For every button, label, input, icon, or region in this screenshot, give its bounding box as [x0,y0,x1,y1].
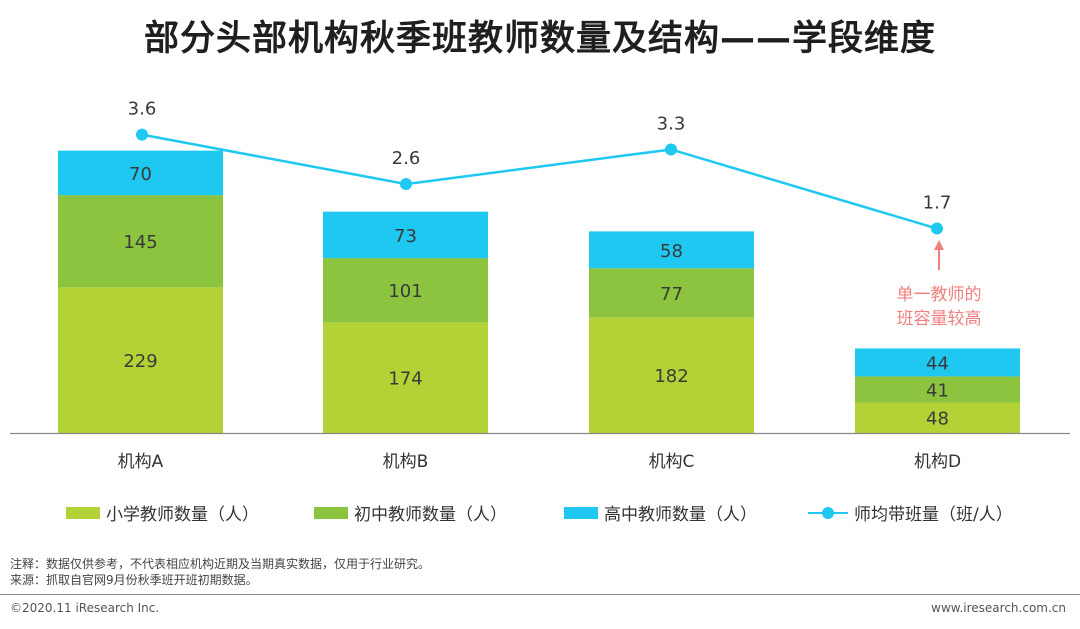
bar-segment [855,376,1020,403]
bar-value-label: 73 [394,226,417,247]
bar-segment [323,258,488,323]
bar-segment [589,268,754,318]
annotation-arrowhead [934,240,944,250]
bar-segment [58,287,223,433]
footer-divider [0,594,1080,595]
note-text: 注释：数据仅供参考，不代表相应机构近期及当期真实数据，仅用于行业研究。 [10,557,431,571]
x-tick-label: 机构A [118,452,164,472]
ratio-line [141,133,938,230]
line-series-group: 3.6 2.6 3.3 1.7 [128,99,952,235]
x-tick-label: 机构B [383,452,429,472]
x-tick-label: 机构C [649,452,695,472]
source-text: 来源：抓取自官网9月份秋季班开班初期数据。 [10,573,258,587]
bar-value-label: 77 [660,284,683,305]
bar-segment [323,211,488,259]
ratio-point [931,222,943,235]
bar-value-label: 70 [129,164,152,185]
legend-label-middle: 初中教师数量（人） [354,505,507,525]
annotation-text-line1: 单一教师的 [897,285,982,305]
website: www.iresearch.com.cn [931,601,1066,615]
ratio-value-label: 3.6 [128,99,157,120]
legend-item-ratio: 师均带班量（班/人） [808,500,1013,525]
bar-segment [855,348,1020,377]
legend-swatch-middle [314,506,348,519]
legend-swatch-high [564,506,598,519]
ratio-point [665,143,677,156]
legend-label-high: 高中教师数量（人） [604,505,757,525]
bar-value-label: 48 [926,409,949,430]
legend-label-primary: 小学教师数量（人） [106,505,259,525]
x-tick-label: 机构D [914,452,961,472]
bar-value-label: 58 [660,241,683,262]
legend-swatch-ratio [808,506,848,519]
bar-value-label: 44 [926,353,949,374]
legend: 小学教师数量（人） 初中教师数量（人） 高中教师数量（人） 师均带班量（班/人） [0,500,1080,530]
bar-segment [589,231,754,269]
legend-item-primary: 小学教师数量（人） [66,500,259,525]
bar-value-label: 41 [926,380,949,401]
notes: 注释：数据仅供参考，不代表相应机构近期及当期真实数据，仅用于行业研究。 来源：抓… [10,556,430,588]
ratio-point [400,178,412,191]
ratio-point [136,128,148,141]
bar-value-label: 101 [388,281,422,302]
bars-group: 229 145 70 174 101 73 182 77 58 48 41 44 [58,150,1020,433]
legend-item-middle: 初中教师数量（人） [314,500,507,525]
bar-segment [58,150,223,196]
chart-title: 部分头部机构秋季班教师数量及结构——学段维度 [143,19,936,59]
bar-value-label: 229 [123,351,157,372]
ratio-value-label: 2.6 [392,148,421,169]
copyright: ©2020.11 iResearch Inc. [10,601,160,615]
bar-segment [58,195,223,288]
ratio-value-label: 1.7 [923,193,952,214]
bar-value-label: 174 [388,369,422,390]
bar-segment [589,317,754,433]
legend-item-high: 高中教师数量（人） [564,500,757,525]
bar-value-label: 182 [654,366,688,387]
annotation-text-line2: 班容量较高 [897,309,982,329]
bar-segment [855,402,1020,433]
x-tick-labels: 机构A 机构B 机构C 机构D [118,452,961,472]
bar-value-label: 145 [123,232,157,253]
legend-swatch-primary [66,506,100,519]
legend-label-ratio: 师均带班量（班/人） [854,505,1013,525]
bar-segment [323,322,488,433]
ratio-value-label: 3.3 [657,113,686,134]
